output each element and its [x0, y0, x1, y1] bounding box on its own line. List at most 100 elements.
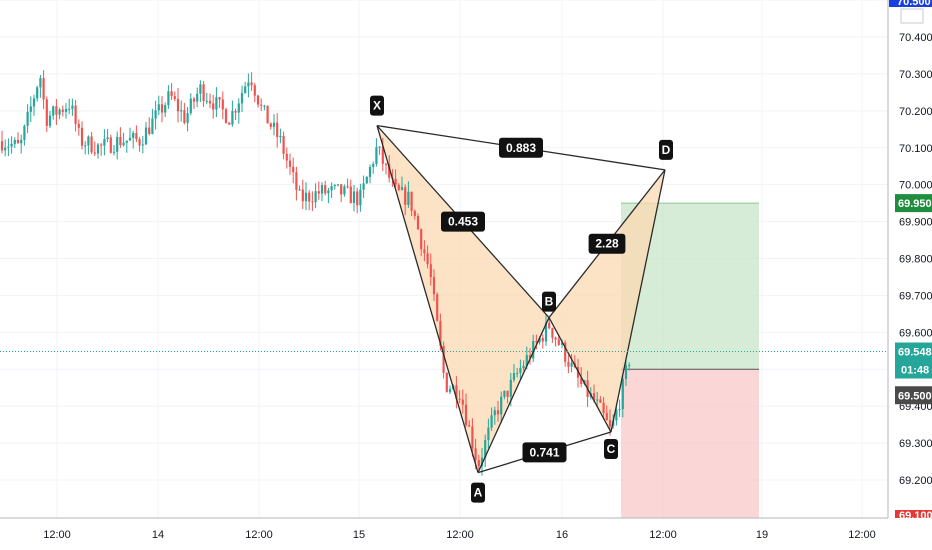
candle-body — [532, 340, 535, 359]
candle-body — [356, 191, 359, 206]
x-tick-label: 12:00 — [245, 529, 273, 541]
candle-body — [471, 426, 474, 449]
pattern-point-b-label: B — [545, 295, 554, 309]
candle-body — [624, 365, 628, 380]
candle-body — [279, 135, 282, 137]
x-tick-label: 14 — [152, 529, 164, 541]
candle-body — [628, 365, 631, 367]
candle-body — [503, 390, 506, 397]
candle-body — [263, 105, 266, 107]
candle-body — [80, 127, 84, 146]
candle-body — [308, 192, 311, 202]
pattern-point-b-badge — [542, 291, 556, 312]
candle-body — [282, 135, 285, 154]
candle-body — [413, 210, 416, 217]
candle-body — [404, 187, 407, 205]
x-tick-label: 15 — [353, 529, 365, 541]
candle-body — [256, 95, 260, 105]
candle-body — [384, 163, 388, 165]
candle-body — [445, 372, 448, 392]
candle-body — [116, 136, 119, 152]
candle-body — [420, 229, 423, 250]
time-axis-panel — [0, 518, 932, 550]
candle-body — [160, 104, 164, 113]
candle-body — [250, 82, 253, 86]
candle-body — [221, 99, 224, 110]
candle-body — [439, 320, 442, 346]
candle-body — [7, 146, 10, 148]
candle-body — [212, 103, 215, 110]
candle-body — [602, 402, 605, 413]
candle-body — [45, 99, 48, 126]
candle-body — [580, 377, 583, 385]
target-price-badge — [895, 194, 932, 213]
y-tick-label: 69.600 — [899, 327, 932, 339]
candle-body — [336, 184, 340, 186]
candle-body — [378, 146, 381, 148]
candle-body — [157, 104, 160, 111]
x-tick-label: 12:00 — [848, 529, 876, 541]
candle-body — [500, 396, 503, 415]
candle-body — [144, 127, 148, 145]
y-tick-label: 69.900 — [899, 217, 932, 229]
candle-body — [525, 355, 528, 366]
pattern-labels: X A B C D 0.453 0.741 2.28 0.883 — [370, 95, 673, 503]
ratio-badge — [522, 442, 567, 463]
candle-body — [240, 93, 244, 104]
candle-body — [496, 410, 500, 415]
candle-body — [100, 144, 103, 146]
candle-body — [474, 448, 477, 461]
candle-body — [234, 110, 237, 113]
leg-ab — [477, 317, 550, 473]
candle-body — [512, 373, 516, 380]
candle-body — [266, 105, 269, 124]
candle-body — [362, 183, 365, 190]
candle-body — [330, 186, 333, 191]
ratio-label: 0.453 — [448, 215, 478, 229]
candle-body — [285, 153, 288, 161]
grid-lines — [0, 0, 888, 518]
leg-xa — [376, 125, 479, 473]
candle-body — [570, 362, 573, 367]
candle-body — [333, 185, 336, 187]
candle-body — [215, 97, 218, 110]
pattern-point-d-badge — [659, 139, 673, 160]
candle-body — [410, 191, 413, 211]
candle-body — [468, 425, 471, 427]
candle-body — [151, 118, 154, 134]
ratio-badge — [499, 137, 543, 158]
candle-body — [416, 216, 420, 230]
candle-body — [132, 132, 135, 138]
candle-body — [621, 379, 624, 410]
candle-body — [32, 98, 36, 107]
candle-body — [352, 191, 356, 204]
ratio-label: 0.741 — [529, 445, 559, 459]
pattern-point-x-label: X — [373, 99, 381, 113]
candle-body — [458, 398, 461, 400]
y-tick-label: 70.100 — [899, 143, 932, 155]
candle-body — [535, 340, 538, 343]
candle-body — [605, 412, 608, 421]
candle-body — [68, 108, 71, 110]
candle-body — [311, 201, 314, 203]
currency-box — [900, 8, 924, 24]
candle-body — [167, 91, 170, 106]
candle-body — [541, 337, 544, 342]
candle-body — [554, 337, 557, 340]
candle-body — [349, 186, 352, 204]
candle-body — [506, 390, 509, 397]
candle-body — [548, 322, 551, 329]
candle-body — [128, 137, 132, 141]
candle-body — [516, 373, 519, 375]
candle-body — [74, 105, 77, 124]
candle-body — [55, 106, 58, 115]
candle-body — [58, 109, 61, 115]
candle-body — [368, 166, 372, 177]
candle-body — [122, 142, 125, 146]
candle-body — [84, 145, 87, 147]
candle-body — [96, 144, 100, 154]
candle-body — [327, 190, 330, 194]
candle-body — [176, 98, 180, 112]
